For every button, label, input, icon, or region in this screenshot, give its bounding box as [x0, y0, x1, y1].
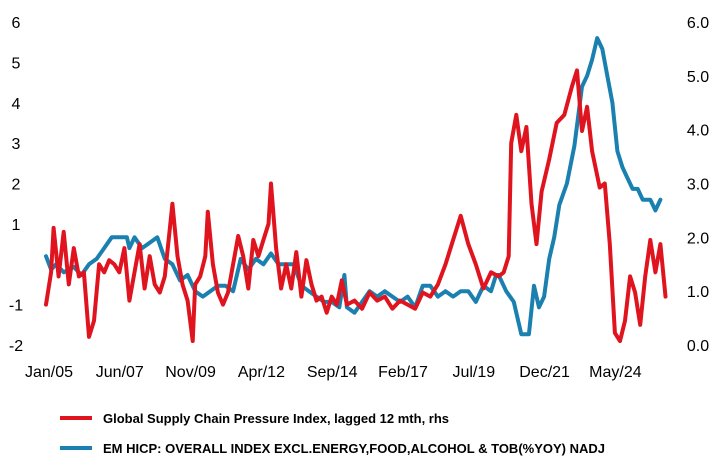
- legend-label-supply-chain: Global Supply Chain Pressure Index, lagg…: [103, 411, 449, 426]
- y-left-tick-label: 5: [12, 55, 21, 72]
- y-left-tick-label: -2: [9, 338, 23, 355]
- series-line-supply-chain: [44, 68, 668, 343]
- x-tick-label: Jul/19: [452, 364, 495, 381]
- y-right-tick-label: 5.0: [687, 69, 709, 86]
- y-left-tick-label: 2: [12, 177, 21, 194]
- y-left-tick-label: 1: [12, 217, 21, 234]
- x-tick-label: Dec/21: [519, 364, 570, 381]
- x-tick-label: Apr/12: [238, 364, 285, 381]
- y-right-tick-label: 4.0: [687, 123, 709, 140]
- y-right-tick-label: 2.0: [687, 230, 709, 247]
- y-left-tick-label: -1: [9, 298, 23, 315]
- series-lines: [44, 36, 668, 343]
- y-right-tick-label: 1.0: [687, 284, 709, 301]
- x-axis-ticks: Jan/05 Jun/07 Nov/09 Apr/12 Sep/14 Feb/17 Jul/…: [25, 364, 642, 381]
- legend: Global Supply Chain Pressure Index, lagg…: [60, 411, 605, 456]
- x-tick-label: Jan/05: [25, 364, 73, 381]
- y-right-tick-label: 6.0: [687, 15, 709, 32]
- right-axis-ticks: 0.0 1.0 2.0 3.0 4.0 5.0 6.0: [687, 15, 709, 355]
- y-left-tick-label: 6: [12, 15, 21, 32]
- x-tick-label: May/24: [589, 364, 642, 381]
- x-tick-label: Nov/09: [165, 364, 216, 381]
- x-tick-label: Jun/07: [96, 364, 144, 381]
- y-left-tick-label: 4: [12, 96, 21, 113]
- x-tick-label: Feb/17: [378, 364, 428, 381]
- legend-label-em-hicp: EM HICP: OVERALL INDEX EXCL.ENERGY,FOOD,…: [103, 441, 605, 456]
- x-tick-label: Sep/14: [307, 364, 358, 381]
- y-right-tick-label: 3.0: [687, 177, 709, 194]
- y-left-tick-label: 3: [12, 136, 21, 153]
- y-right-tick-label: 0.0: [687, 338, 709, 355]
- left-axis-ticks: -2 -1 1 2 3 4 5 6: [9, 15, 23, 355]
